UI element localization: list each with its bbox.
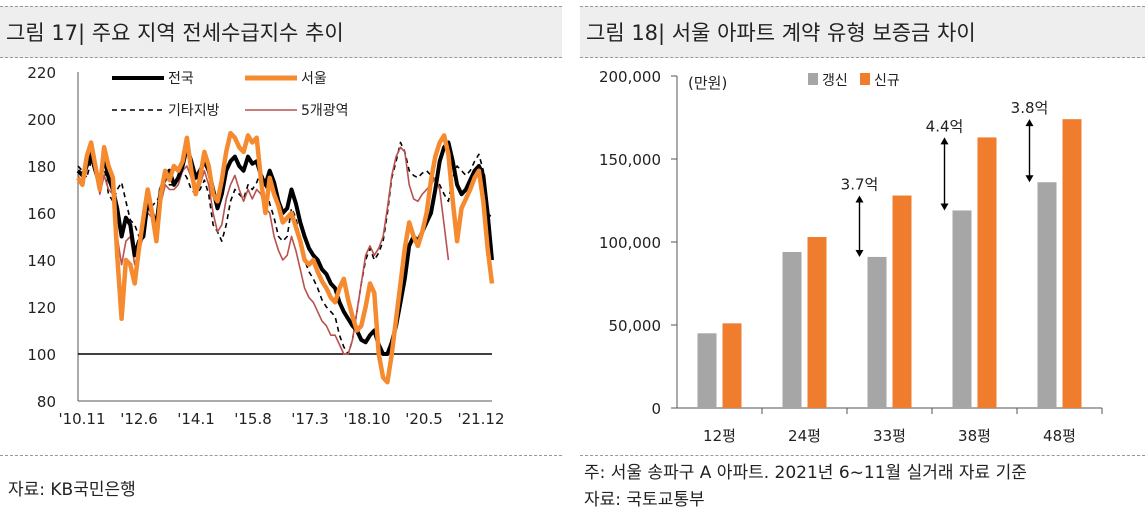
y-tick-label: 0 <box>651 400 661 418</box>
bar-new <box>977 137 997 409</box>
x-tick-label: '15.8 <box>234 410 272 428</box>
legend-label-1: 신규 <box>874 73 900 89</box>
y-tick-label: 200 <box>27 111 56 129</box>
x-tick-label: '21.12 <box>457 410 504 428</box>
annotation-label: 3.8억 <box>1011 99 1049 117</box>
unit-label: (만원) <box>688 74 727 92</box>
y-tick-label: 140 <box>27 252 56 270</box>
y-tick-label: 120 <box>27 299 56 317</box>
legend-label-0: 갱신 <box>822 73 848 89</box>
bar-new <box>892 195 912 408</box>
y-tick-label: 80 <box>37 393 56 411</box>
left-title-bar: 그림 17| 주요 지역 전세수급지수 추이 <box>0 6 562 58</box>
legend-swatch-0 <box>808 73 818 85</box>
annotation-arrow-head-down <box>940 203 949 211</box>
legend-label-3: 5개광역 <box>301 103 349 119</box>
y-tick-label: 50,000 <box>609 317 662 335</box>
right-bottom-rule <box>580 455 1145 456</box>
category-label: 38평 <box>958 427 991 445</box>
annotation-arrow-head-up <box>855 195 864 203</box>
series-line-1 <box>76 130 495 385</box>
annotation-arrow-head-up <box>940 137 949 145</box>
annotation-arrow-head-down <box>855 249 864 257</box>
y-tick-label: 150,000 <box>599 151 661 169</box>
x-tick-label: '14.1 <box>177 410 215 428</box>
x-tick-label: '10.11 <box>58 410 105 428</box>
bar-renewal <box>782 251 802 408</box>
y-tick-label: 100,000 <box>599 234 661 252</box>
x-tick-label: '18.10 <box>343 410 390 428</box>
annotation-label: 4.4억 <box>926 117 964 135</box>
right-title-bar: 그림 18| 서울 아파트 계약 유형 보증금 차이 <box>580 6 1145 58</box>
y-tick-label: 220 <box>27 64 56 82</box>
bar-new <box>807 237 827 408</box>
bar-renewal <box>1037 182 1057 408</box>
annotation-label: 3.7억 <box>841 176 879 194</box>
line-chart: 80 100 120 140 160 180 200 220 '10.11 '12.6 '14.1 '… <box>27 64 504 428</box>
bar-new <box>722 323 742 408</box>
left-chart-panel: 그림 17| 주요 지역 전세수급지수 추이 80 100 120 140 160 180… <box>0 0 562 525</box>
y-tick-label: 200,000 <box>599 68 661 86</box>
category-label: 48평 <box>1043 427 1076 445</box>
category-label: 33평 <box>873 427 906 445</box>
category-label: 24평 <box>788 427 821 445</box>
y-tick-label: 160 <box>27 205 56 223</box>
x-tick-label: '17.3 <box>291 410 329 428</box>
legend-swatch-1 <box>860 73 870 85</box>
bar-renewal <box>867 256 887 408</box>
y-tick-label: 180 <box>27 158 56 176</box>
legend-label-2: 기타지방 <box>168 103 220 119</box>
bar-renewal <box>952 210 972 408</box>
bar-new <box>1062 119 1082 408</box>
annotation-arrow-head-down <box>1025 175 1034 183</box>
legend-label-0: 전국 <box>168 71 194 87</box>
bar-renewal <box>697 333 717 408</box>
bar-chart: 0 50,000 100,000 150,000 200,000 (만원) 갱신 신규 12평 2… <box>599 68 1103 445</box>
x-tick-label: '20.5 <box>405 410 443 428</box>
right-source: 자료: 국토교통부 <box>584 490 705 510</box>
left-source: 자료: KB국민은행 <box>8 480 136 500</box>
right-note: 주: 서울 송파구 A 아파트. 2021년 6~11월 실거래 자료 기준 <box>584 463 1027 483</box>
right-chart-title: 그림 18| 서울 아파트 계약 유형 보증금 차이 <box>586 21 976 45</box>
left-bottom-rule <box>0 455 562 456</box>
legend-label-1: 서울 <box>301 71 327 87</box>
annotation-arrow-head-up <box>1025 119 1034 127</box>
right-chart-panel: 그림 18| 서울 아파트 계약 유형 보증금 차이 0 50,000 100,00… <box>580 0 1145 525</box>
left-chart-title: 그림 17| 주요 지역 전세수급지수 추이 <box>6 21 344 45</box>
y-tick-label: 100 <box>27 346 56 364</box>
x-tick-label: '12.6 <box>120 410 158 428</box>
category-label: 12평 <box>703 427 736 445</box>
